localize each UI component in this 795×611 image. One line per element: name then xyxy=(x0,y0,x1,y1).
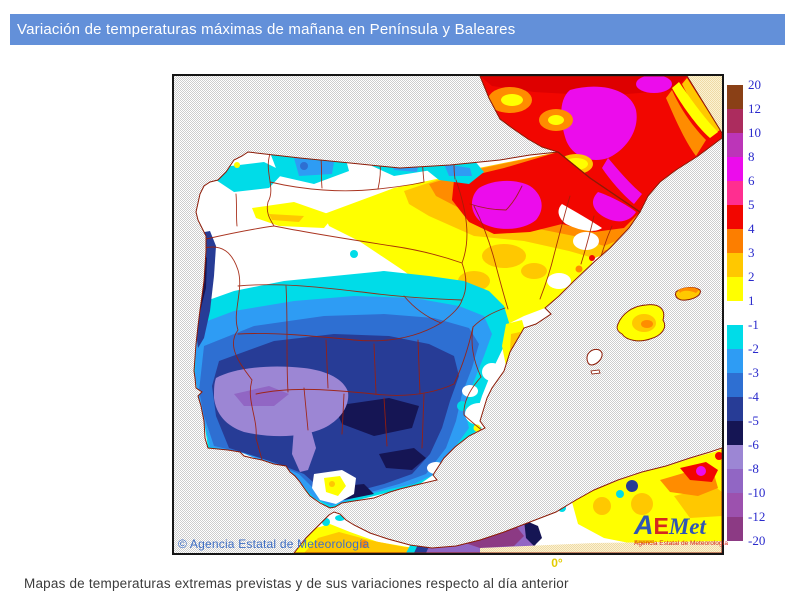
legend-color-block xyxy=(727,229,743,253)
page-title: Variación de temperaturas máximas de mañ… xyxy=(17,21,516,38)
legend-value-label: -20 xyxy=(748,533,766,548)
temperature-color-scale: 20 12 10 8 6 5 4 3 2 1 -1 -2 -3 -4 -5 -6 -8 -10 -12 -20 xyxy=(727,77,791,549)
map-frame xyxy=(172,74,724,555)
legend-value-label: -5 xyxy=(748,413,759,428)
caption-text: Mapas de temperaturas extremas previstas… xyxy=(24,576,569,591)
legend-value-label: 10 xyxy=(748,125,761,140)
legend-color-block xyxy=(727,85,743,109)
legend-value-label: -4 xyxy=(748,389,759,404)
copyright-text: © Agencia Estatal de Meteorología xyxy=(178,537,370,551)
legend-color-block xyxy=(727,397,743,421)
legend-value-label: -12 xyxy=(748,509,766,524)
legend-value-label: 1 xyxy=(748,293,755,308)
legend-color-block xyxy=(727,445,743,469)
legend-color-block xyxy=(727,109,743,133)
legend-value-label: -3 xyxy=(748,365,759,380)
legend-color-block xyxy=(727,349,743,373)
legend-value-label: 2 xyxy=(748,269,755,284)
legend-value-label: -10 xyxy=(748,485,766,500)
logo-letter-e: E xyxy=(653,513,669,539)
legend-color-block xyxy=(727,133,743,157)
aemet-logo: AEMet Agencia Estatal de Meteorología xyxy=(634,510,728,548)
legend-color-block xyxy=(727,373,743,397)
legend-value-label: -8 xyxy=(748,461,759,476)
legend-value-label: 3 xyxy=(748,245,755,260)
legend-color-block xyxy=(727,205,743,229)
legend-color-block xyxy=(727,325,743,349)
legend-color-block xyxy=(727,469,743,493)
legend-value-label: 8 xyxy=(748,149,755,164)
logo-letter-a: A xyxy=(634,510,654,543)
legend-value-label: 6 xyxy=(748,173,755,188)
legend-color-block xyxy=(727,277,743,301)
legend-value-label: 5 xyxy=(748,197,755,212)
legend-color-block xyxy=(727,157,743,181)
legend-value-label: 12 xyxy=(748,101,761,116)
legend-value-label: 20 xyxy=(748,77,761,92)
header-bar: Variación de temperaturas máximas de mañ… xyxy=(10,14,785,45)
legend-color-block xyxy=(727,421,743,445)
logo-subtitle: Agencia Estatal de Meteorología xyxy=(634,540,728,547)
legend-color-block xyxy=(727,253,743,277)
legend-value-label: -1 xyxy=(748,317,759,332)
legend-value-label: 4 xyxy=(748,221,755,236)
iberia-temperature-map xyxy=(174,76,722,553)
legend-color-block xyxy=(727,517,743,541)
logo-letters-met: Met xyxy=(668,514,706,539)
legend-value-label: -2 xyxy=(748,341,759,356)
legend-color-block xyxy=(727,493,743,517)
map-copyright: © Agencia Estatal de Meteorología xyxy=(178,537,370,551)
longitude-label: 0° xyxy=(551,556,563,570)
legend-value-label: -6 xyxy=(748,437,759,452)
legend-color-block xyxy=(727,181,743,205)
